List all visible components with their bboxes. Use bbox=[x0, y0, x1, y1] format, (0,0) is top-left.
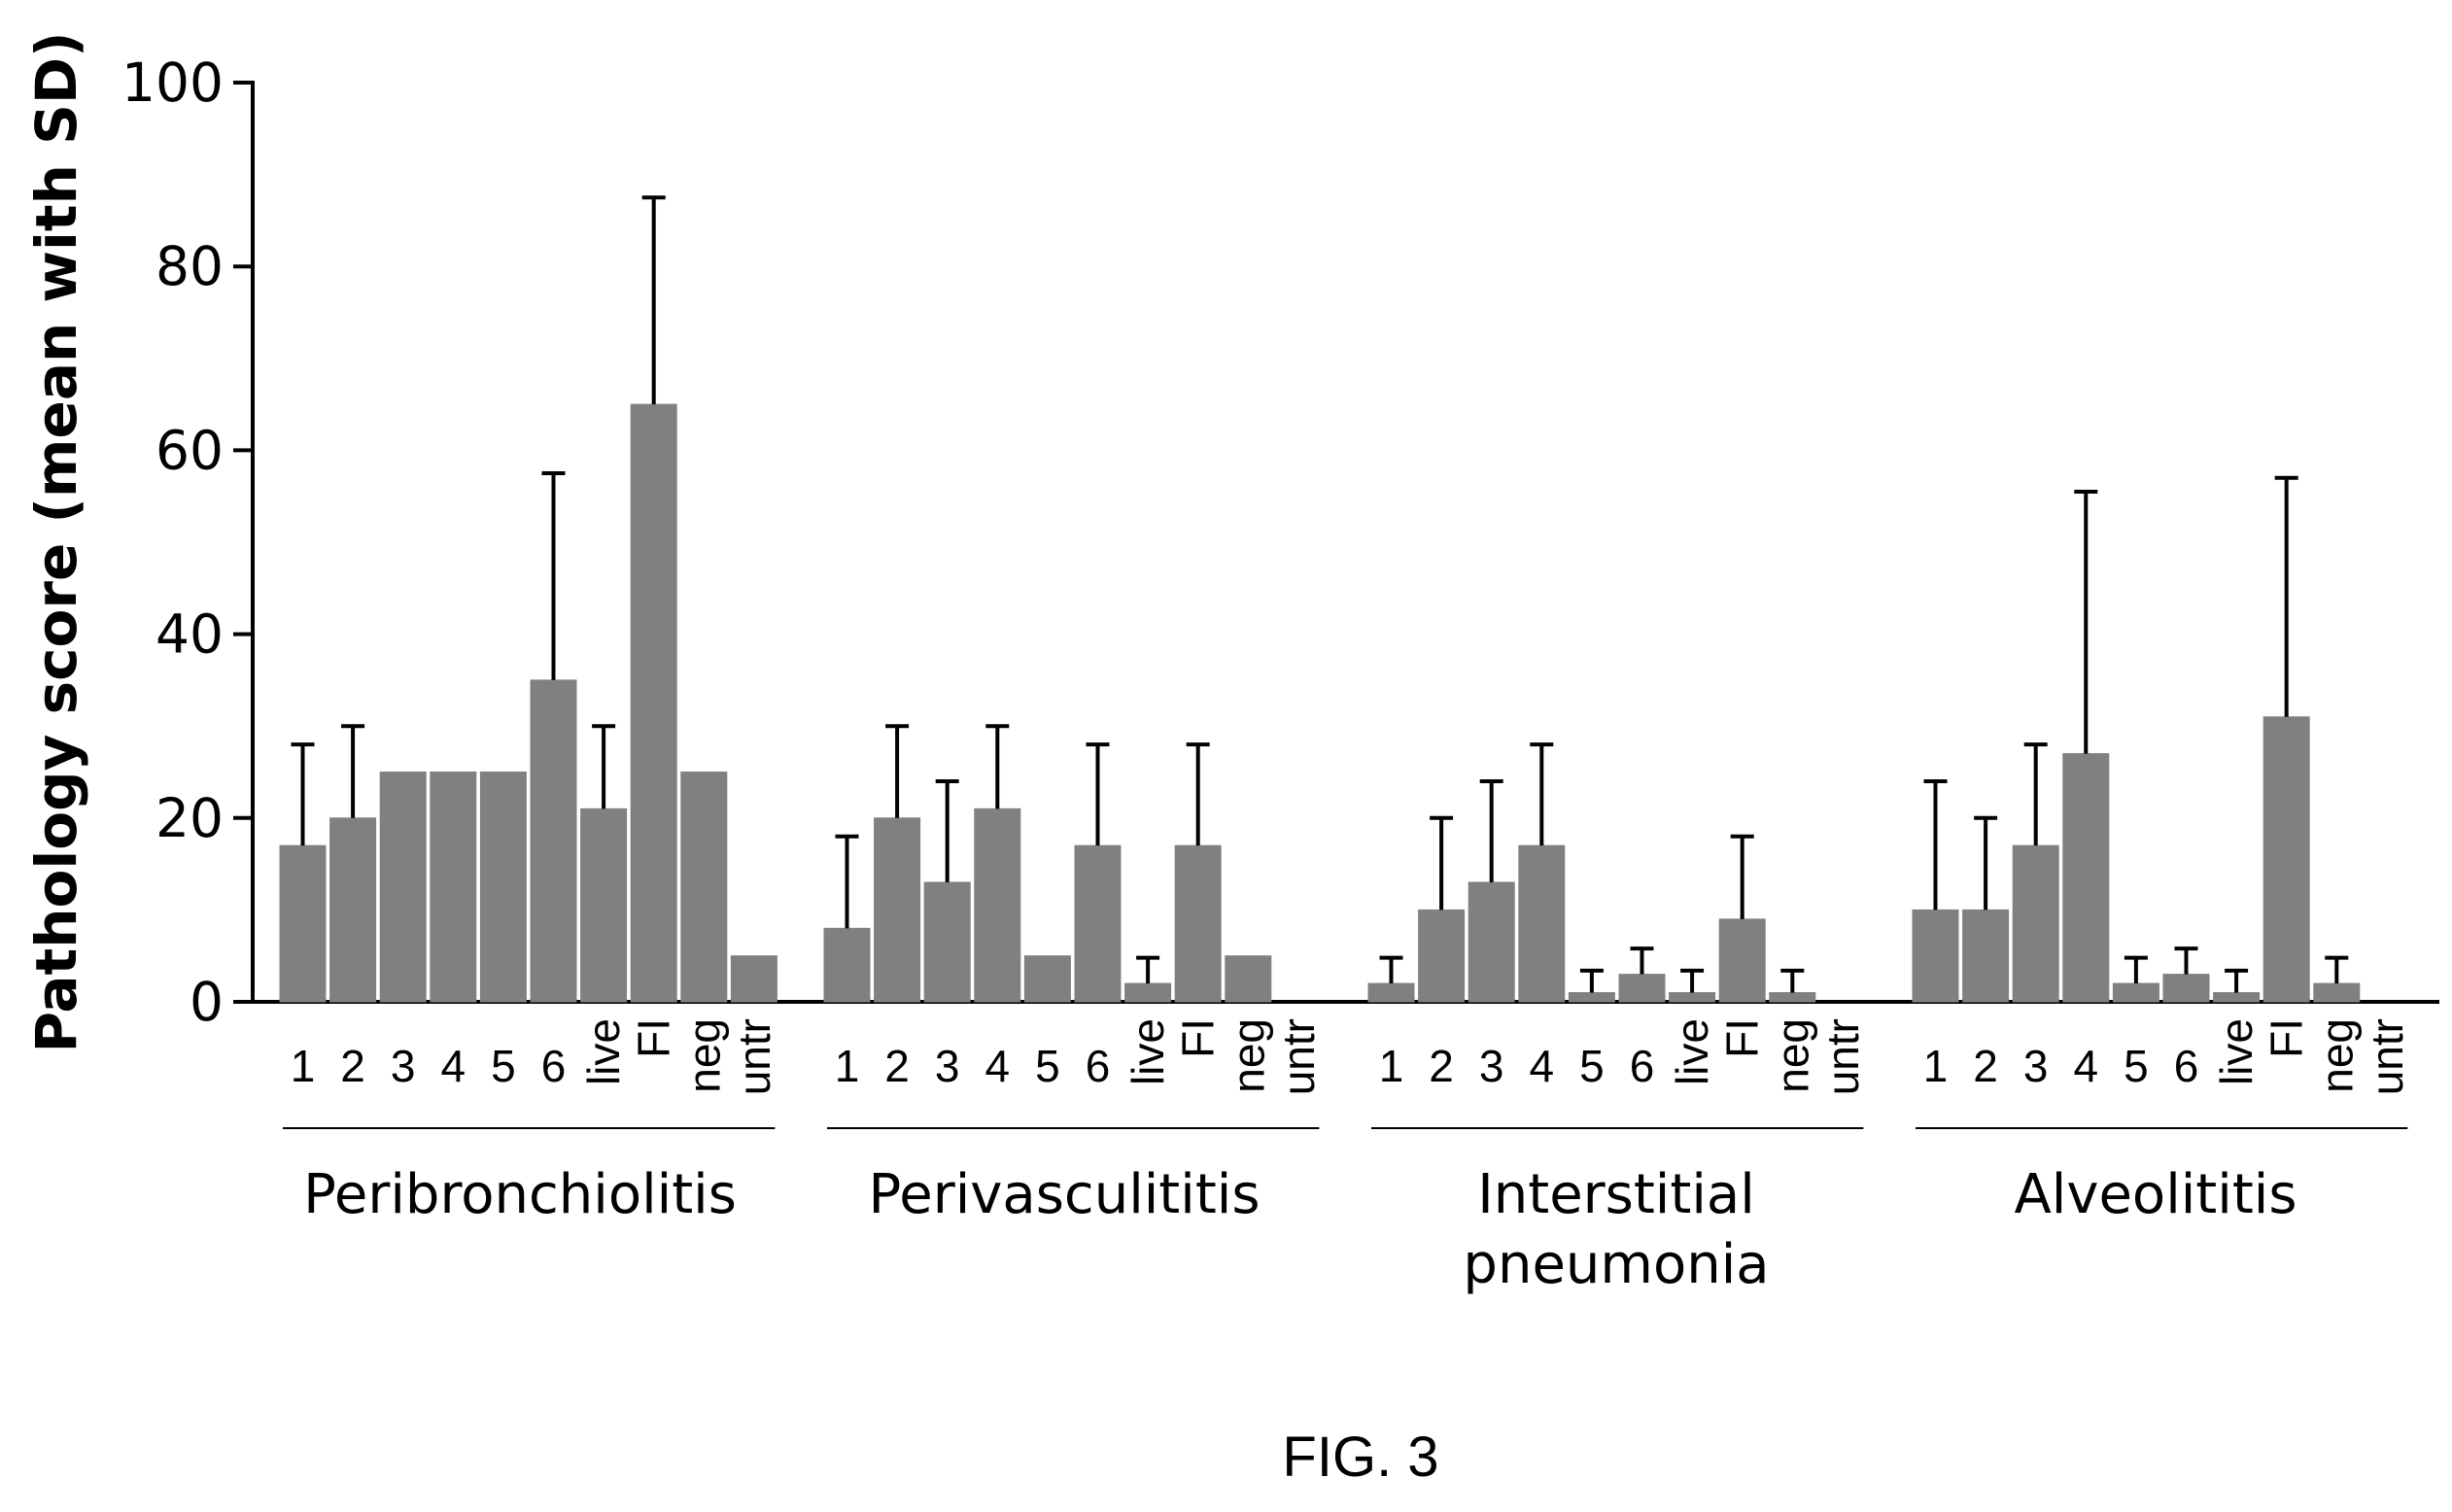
bar bbox=[1124, 982, 1172, 1003]
bar bbox=[730, 955, 777, 1003]
bar bbox=[1669, 992, 1716, 1003]
y-axis-title: Pathology score (mean with SD) bbox=[23, 31, 89, 1052]
x-tick-label: 4 bbox=[2074, 1041, 2099, 1091]
bar bbox=[1023, 955, 1071, 1003]
x-tick-label: 1 bbox=[1379, 1041, 1404, 1091]
bar bbox=[2012, 844, 2059, 1003]
x-tick-label: 5 bbox=[491, 1041, 516, 1091]
x-tick-label: 6 bbox=[1630, 1041, 1655, 1091]
y-tick-label: 60 bbox=[155, 419, 224, 481]
bar bbox=[874, 817, 921, 1003]
y-tick-label: 0 bbox=[190, 971, 224, 1033]
x-tick-label: neg bbox=[1223, 1018, 1273, 1093]
x-tick-label: FI bbox=[629, 1018, 679, 1058]
bar bbox=[1367, 982, 1415, 1003]
x-tick-label: FI bbox=[1717, 1018, 1768, 1058]
bar bbox=[1718, 918, 1766, 1003]
figure-caption: FIG. 3 bbox=[1282, 1426, 1438, 1489]
x-tick-label: untr bbox=[1817, 1018, 1868, 1095]
x-tick-label: 2 bbox=[1973, 1041, 1998, 1091]
x-tick-label: 4 bbox=[441, 1041, 466, 1091]
x-tick-label: 2 bbox=[884, 1041, 910, 1091]
bar bbox=[2062, 753, 2110, 1003]
x-tick-label: 4 bbox=[1530, 1041, 1555, 1091]
x-tick-label: neg bbox=[1767, 1018, 1817, 1093]
x-tick-label: live bbox=[1122, 1018, 1173, 1085]
x-tick-label: 6 bbox=[1086, 1041, 1111, 1091]
bar bbox=[479, 772, 527, 1003]
x-tick-label: 3 bbox=[935, 1041, 960, 1091]
x-tick-label: FI bbox=[2262, 1018, 2312, 1058]
bar bbox=[2213, 992, 2261, 1003]
x-tick-label: 6 bbox=[541, 1041, 567, 1091]
x-tick-label: 2 bbox=[340, 1041, 365, 1091]
bar bbox=[630, 403, 677, 1003]
x-tick-label: 1 bbox=[291, 1041, 316, 1091]
bar bbox=[1074, 844, 1122, 1003]
y-tick-label: 80 bbox=[155, 235, 224, 297]
x-tick-label: untr bbox=[2362, 1018, 2412, 1095]
bar bbox=[1912, 909, 1959, 1003]
bar bbox=[580, 808, 628, 1003]
bar bbox=[1568, 992, 1615, 1003]
x-tick-label: 5 bbox=[1035, 1041, 1060, 1091]
x-tick-label: 5 bbox=[2124, 1041, 2149, 1091]
x-tick-label: 3 bbox=[1479, 1041, 1504, 1091]
x-tick-label: 4 bbox=[985, 1041, 1011, 1091]
x-tick-label: neg bbox=[2311, 1018, 2362, 1093]
bar bbox=[1174, 844, 1222, 1003]
x-tick-label: 1 bbox=[835, 1041, 860, 1091]
x-tick-label: 3 bbox=[391, 1041, 416, 1091]
x-tick-label: 2 bbox=[1429, 1041, 1454, 1091]
bar bbox=[2313, 982, 2361, 1003]
bar bbox=[1962, 909, 2010, 1003]
bar bbox=[279, 844, 327, 1003]
x-tick-label: untr bbox=[1273, 1018, 1324, 1095]
bar bbox=[530, 679, 577, 1003]
bar bbox=[2162, 974, 2210, 1003]
bar bbox=[680, 772, 728, 1003]
x-tick-label: FI bbox=[1173, 1018, 1224, 1058]
bar bbox=[2112, 982, 2159, 1003]
bar bbox=[1618, 974, 1666, 1003]
group-label: Perivasculititis bbox=[868, 1163, 1260, 1226]
x-tick-label: 3 bbox=[2023, 1041, 2049, 1091]
bar bbox=[1225, 955, 1272, 1003]
x-tick-label: live bbox=[2211, 1018, 2262, 1085]
y-tick-label: 20 bbox=[155, 787, 224, 849]
x-tick-label: neg bbox=[678, 1018, 729, 1093]
y-tick-label: 40 bbox=[155, 603, 224, 666]
bar bbox=[1769, 992, 1816, 1003]
bar bbox=[823, 927, 871, 1003]
y-tick-label: 100 bbox=[121, 52, 224, 114]
bar bbox=[329, 817, 377, 1003]
x-tick-label: 5 bbox=[1579, 1041, 1605, 1091]
bar bbox=[923, 881, 971, 1003]
bar bbox=[2262, 716, 2310, 1003]
x-tick-label: 1 bbox=[1923, 1041, 1949, 1091]
x-tick-label: live bbox=[1667, 1018, 1717, 1085]
bar bbox=[1468, 881, 1515, 1003]
x-tick-label: untr bbox=[729, 1018, 779, 1095]
bar bbox=[1518, 844, 1566, 1003]
bar bbox=[974, 808, 1021, 1003]
bar bbox=[430, 772, 477, 1003]
x-tick-label: 6 bbox=[2174, 1041, 2199, 1091]
bar bbox=[379, 772, 427, 1003]
group-label: Interstitial pneumonia bbox=[1463, 1163, 1769, 1296]
bar bbox=[1418, 909, 1466, 1003]
group-label: Peribronchiolitis bbox=[303, 1163, 737, 1226]
x-tick-label: live bbox=[578, 1018, 629, 1085]
group-label: Alveolititis bbox=[2014, 1163, 2297, 1226]
